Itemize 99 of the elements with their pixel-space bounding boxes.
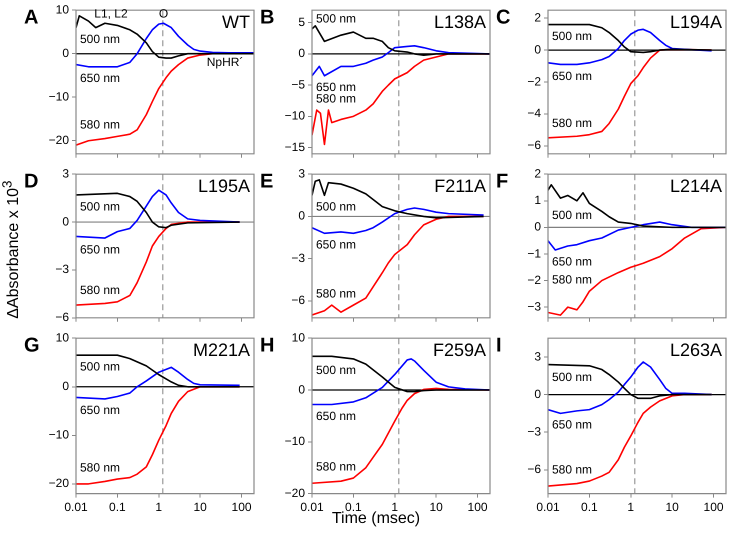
y-tick-label: 10 <box>292 330 306 345</box>
chart-title: F259A <box>432 340 486 360</box>
x-tick-label: 100 <box>468 500 488 514</box>
x-tick-label: 10 <box>429 500 444 514</box>
y-tick-label: 0 <box>298 382 306 396</box>
x-tick-label: 10 <box>193 500 208 514</box>
y-tick-label: 10 <box>56 2 70 17</box>
chart-title: M221A <box>192 340 250 360</box>
y-tick-label: −6 <box>55 310 70 324</box>
series-label: 650 nm <box>552 68 592 83</box>
x-tick-label: 0.1 <box>109 500 126 514</box>
series-label: 500 nm <box>552 208 592 222</box>
y-tick-label: 2 <box>534 166 542 181</box>
annotation: NpHR´ <box>206 55 244 70</box>
annotation: L1, L2 <box>94 6 128 21</box>
y-tick-label: −3 <box>55 262 70 276</box>
series-label: 500 nm <box>552 28 592 43</box>
series-label: 580 nm <box>80 118 120 132</box>
series-label: 650 nm <box>552 254 592 268</box>
x-tick-label: 100 <box>704 500 724 514</box>
text: I <box>496 334 502 357</box>
y-tick-label: −5 <box>291 77 306 92</box>
series-label: 580 nm <box>552 462 592 476</box>
series-label: 650 nm <box>80 242 120 256</box>
chart-title: L138A <box>434 12 486 32</box>
annotation: O <box>158 6 168 21</box>
y-tick-label: −6 <box>527 462 542 476</box>
series-label: 650 nm <box>80 403 120 418</box>
y-tick-label: −3 <box>527 299 542 314</box>
series-label: 500 nm <box>316 200 356 214</box>
series-label: 500 nm <box>80 32 120 46</box>
series-label: 580 nm <box>316 459 356 474</box>
y-tick-label: −2 <box>527 272 542 287</box>
chart-title: L195A <box>198 176 250 196</box>
y-tick-label: −10 <box>284 108 306 123</box>
y-tick-label: 3 <box>298 166 306 181</box>
y-tick-label: −20 <box>48 133 70 148</box>
text: A <box>24 6 38 29</box>
x-tick-label: 0.01 <box>300 500 324 514</box>
text: E <box>260 170 274 193</box>
series-label: 580 nm <box>316 286 356 300</box>
y-tick-label: 10 <box>56 330 70 345</box>
x-tick-label: 1 <box>627 500 634 514</box>
text: H <box>260 334 274 357</box>
y-tick-label: −20 <box>284 486 306 500</box>
y-tick-label: 0 <box>534 386 542 401</box>
y-tick-label: −6 <box>527 138 542 152</box>
series-label: 650 nm <box>316 408 356 423</box>
chart-title: L263A <box>670 340 722 360</box>
y-tick-label: −6 <box>291 293 306 308</box>
x-tick-label: 100 <box>232 500 252 514</box>
chart-title: F211A <box>434 176 486 196</box>
x-tick-label: 0.01 <box>64 500 88 514</box>
chart-title: L194A <box>670 12 722 32</box>
series-label: 650 nm <box>552 418 592 432</box>
y-tick-label: −1 <box>527 246 542 260</box>
y-tick-label: 0 <box>534 220 542 234</box>
y-tick-label: −10 <box>48 90 70 104</box>
series-label: 580 nm <box>552 116 592 130</box>
text: C <box>496 6 510 29</box>
y-tick-label: −2 <box>527 74 542 88</box>
y-tick-label: −3 <box>527 424 542 439</box>
y-tick-label: 1 <box>534 193 542 208</box>
text: D <box>24 170 38 193</box>
series-label: 500 nm <box>80 199 120 214</box>
x-tick-label: 0.01 <box>536 500 560 514</box>
y-tick-label: −20 <box>48 476 70 490</box>
y-tick-label: −4 <box>527 106 542 120</box>
series-label: 580 nm <box>80 283 120 298</box>
y-tick-label: −3 <box>291 250 306 265</box>
series-label: 580 nm <box>552 272 592 287</box>
chart-title: L214A <box>670 176 722 196</box>
x-tick-label: 10 <box>665 500 680 514</box>
series-label: 500 nm <box>552 370 592 384</box>
y-tick-label: −10 <box>284 434 306 448</box>
series-label: 500 nm <box>316 363 356 378</box>
x-tick-label: 0.1 <box>581 500 598 514</box>
text: G <box>24 334 40 357</box>
y-tick-label: 0 <box>298 46 306 60</box>
y-tick-label: 0 <box>298 208 306 223</box>
y-tick-label: 0 <box>62 214 70 228</box>
y-tick-label: 3 <box>62 166 70 181</box>
series-label: 500 nm <box>80 360 120 374</box>
y-tick-label: 5 <box>298 15 306 29</box>
text: F <box>496 170 508 193</box>
y-tick-label: 3 <box>534 349 542 364</box>
y-tick-label: 2 <box>534 10 542 24</box>
y-tick-label: −10 <box>48 428 70 442</box>
y-tick-label: −15 <box>284 140 306 154</box>
chart-title: WT <box>222 12 250 32</box>
series-label: 580 nm <box>80 460 120 474</box>
y-tick-label: 0 <box>62 379 70 394</box>
series-label: 650 nm <box>316 238 356 252</box>
series-label: 500 nm <box>316 12 356 26</box>
y-tick-label: 0 <box>534 42 542 56</box>
text: B <box>260 6 274 29</box>
x-tick-label: 1 <box>155 500 162 514</box>
y-tick-label: 0 <box>62 46 70 60</box>
series-label: 650 nm <box>80 71 120 86</box>
